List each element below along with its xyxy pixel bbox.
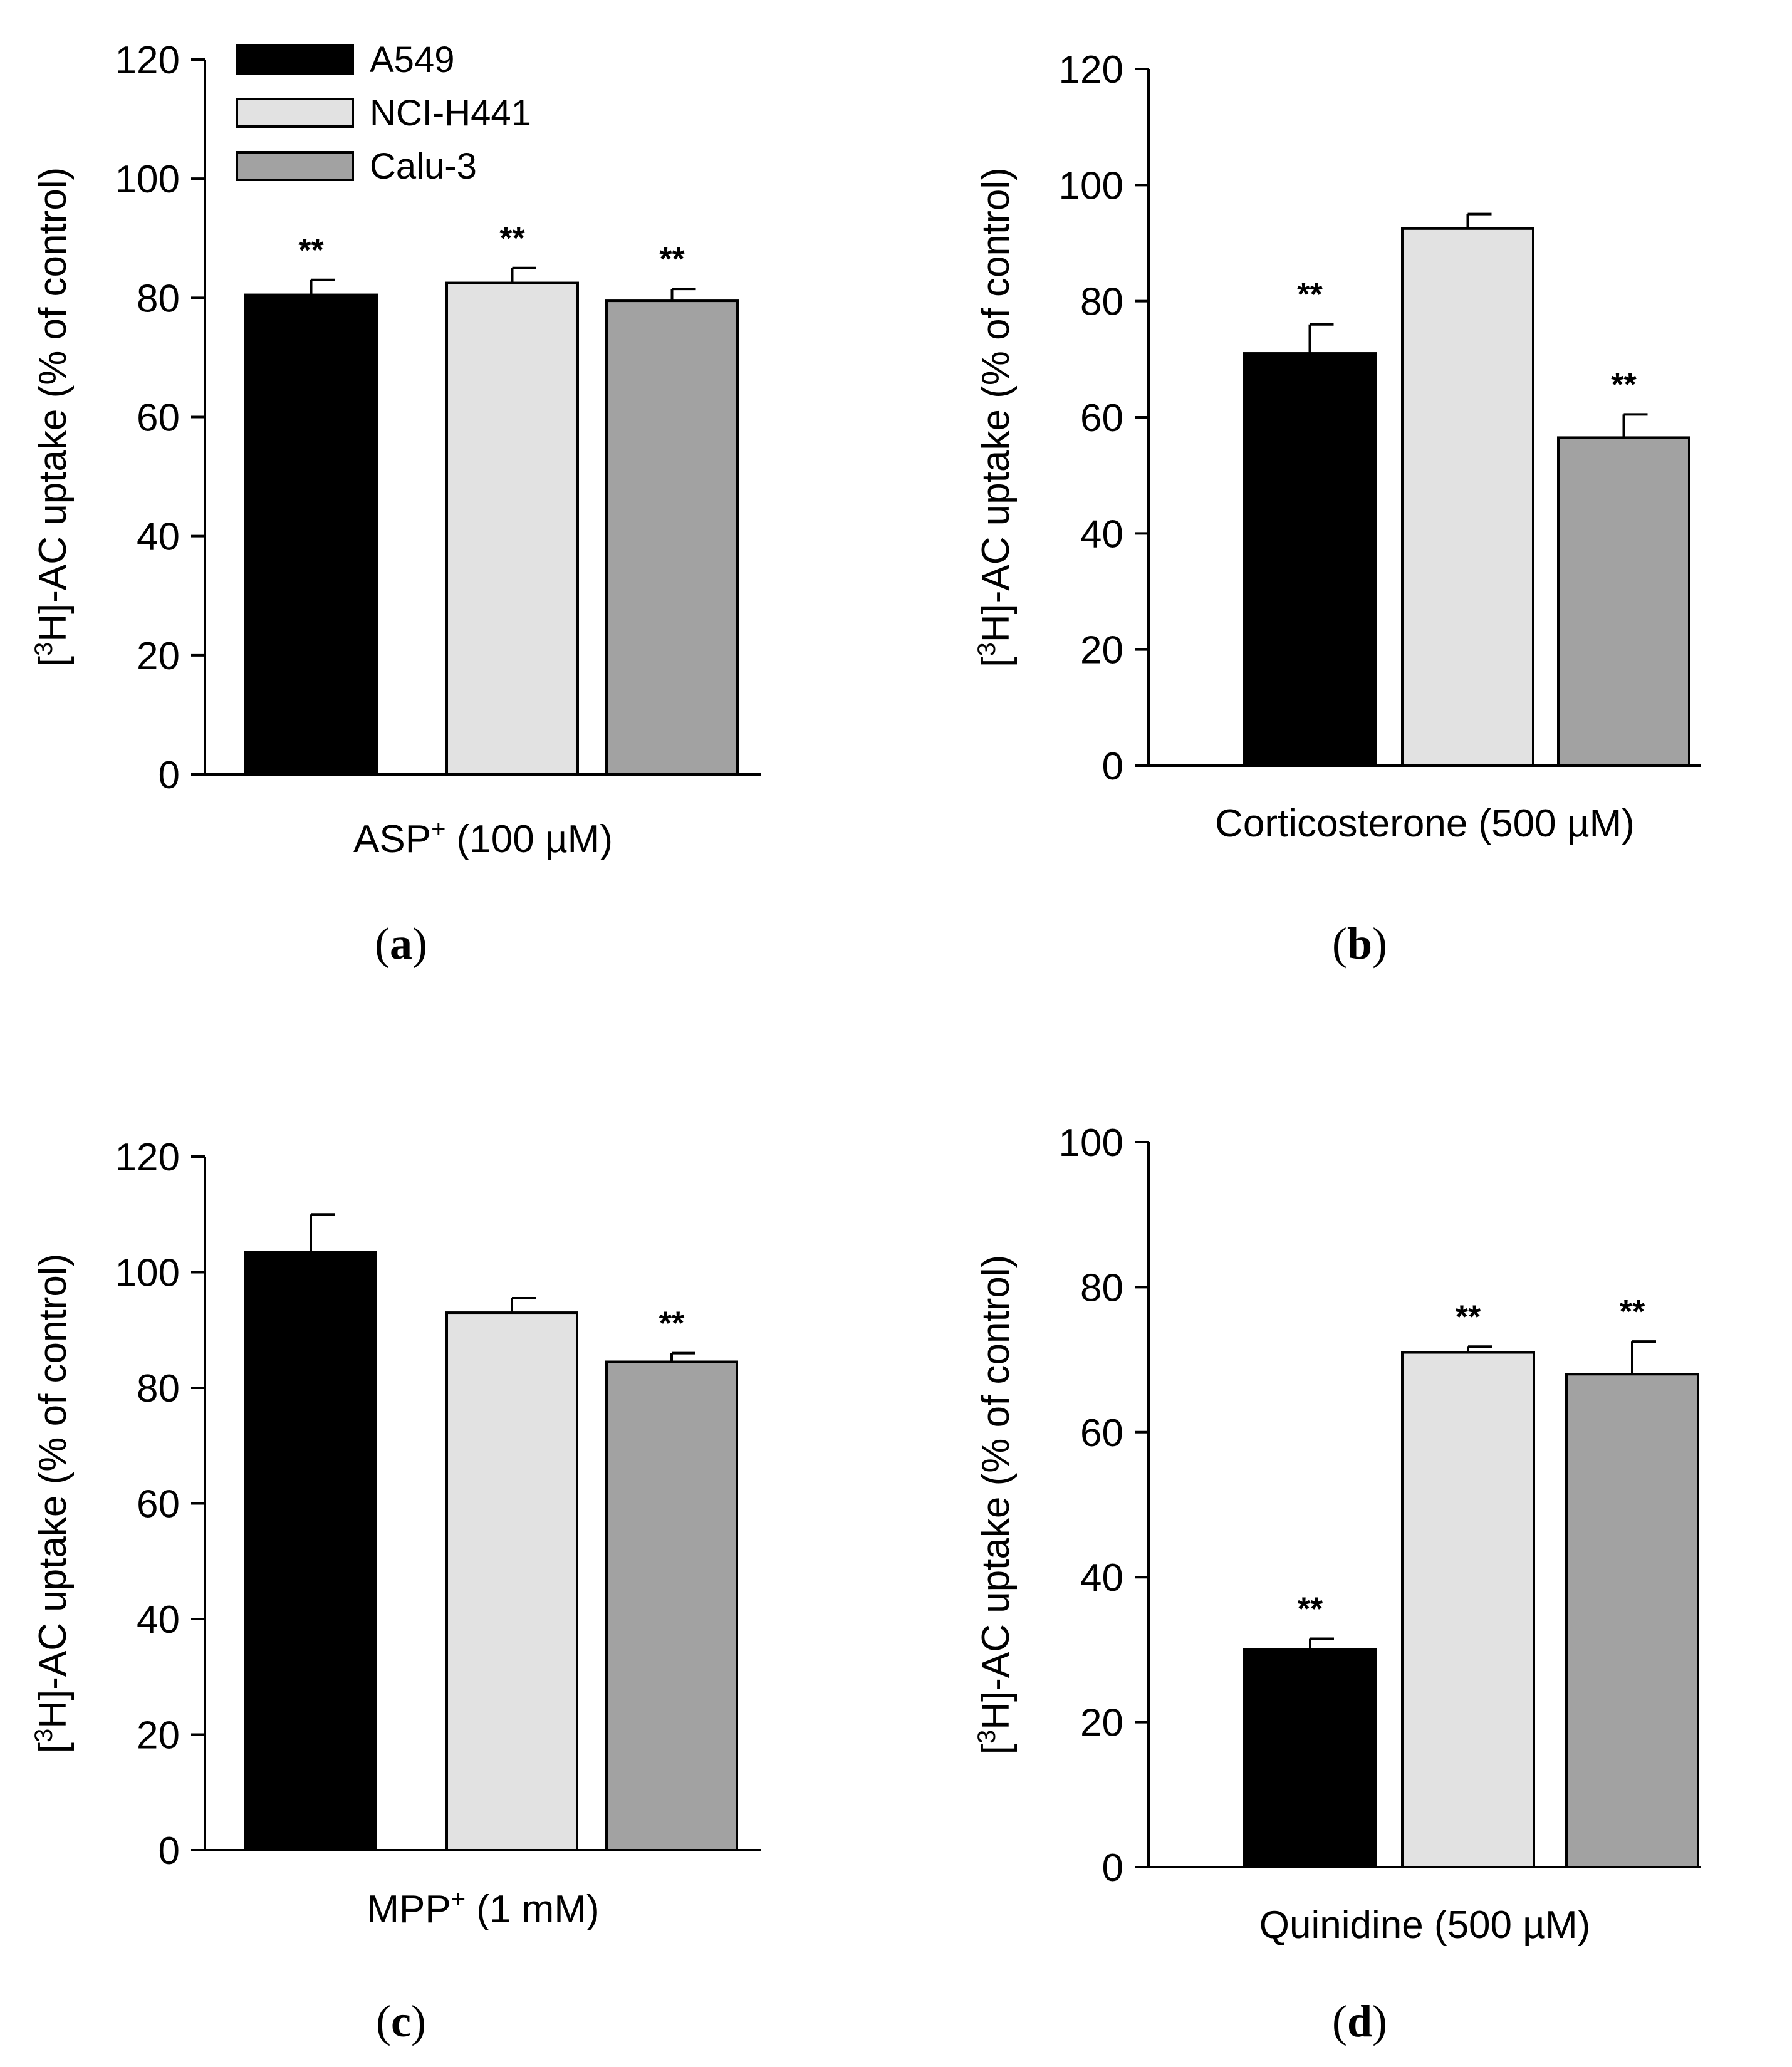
y-tick-label: 0	[159, 1830, 180, 1873]
y-tick-label: 0	[1102, 745, 1123, 788]
x-axis-label: MPP+ (1 mM)	[367, 1885, 599, 1931]
y-tick-label: 60	[1080, 1412, 1123, 1455]
y-tick-label: 80	[1080, 281, 1123, 324]
y-tick-label: 80	[137, 1367, 180, 1410]
y-tick-label: 60	[1080, 397, 1123, 440]
significance-marker: **	[499, 221, 525, 257]
y-tick-label: 120	[115, 1136, 180, 1179]
y-tick-label: 120	[1059, 48, 1123, 91]
bar-nci-h441	[445, 1311, 578, 1851]
y-axis-label: [3H]-AC uptake (% of control)	[30, 167, 75, 667]
significance-marker: **	[298, 232, 324, 269]
bar-nci-h441	[1401, 1351, 1535, 1868]
panel-label: (c)	[376, 1996, 426, 2046]
legend-swatch-nci-h441	[236, 98, 354, 128]
y-tick-label: 20	[137, 635, 180, 678]
legend-label: NCI-H441	[370, 93, 531, 133]
panel-c: 0 20 40 60 80 100 120 ** [3H]-AC uptake (% of co…	[30, 1136, 761, 2046]
x-axis-label: Corticosterone (500 µM)	[1215, 802, 1635, 845]
y-tick-label: 100	[115, 1252, 180, 1295]
y-tick-label: 120	[115, 39, 180, 82]
y-tick-label: 40	[1080, 513, 1123, 556]
y-tick-label: 20	[1080, 1702, 1123, 1745]
y-tick-label: 40	[137, 1598, 180, 1642]
y-tick-label: 100	[115, 158, 180, 201]
y-tick-label: 60	[137, 397, 180, 440]
y-axis-label: [3H]-AC uptake (% of control)	[973, 1255, 1018, 1755]
significance-marker: **	[1298, 1591, 1323, 1628]
legend-label: A549	[370, 39, 454, 80]
y-axis-label: [3H]-AC uptake (% of control)	[973, 167, 1018, 667]
bar-a549	[1243, 1648, 1377, 1868]
y-axis-label: [3H]-AC uptake (% of control)	[30, 1254, 75, 1754]
panel-a: 0 20 40 60 80 100 120 ** ** ** [3H]-AC uptake (% o…	[30, 39, 761, 969]
y-tick-label: 80	[1080, 1266, 1123, 1309]
y-tick-label: 40	[137, 516, 180, 559]
y-tick-label: 100	[1059, 164, 1123, 207]
bar-a549	[244, 293, 378, 776]
y-tick-label: 80	[137, 277, 180, 320]
legend-swatch-calu-3	[236, 151, 354, 181]
legend-swatch-a549	[236, 44, 354, 75]
bar-nci-h441	[1401, 227, 1534, 768]
significance-marker: **	[1297, 277, 1323, 313]
y-tick-label: 0	[159, 754, 180, 797]
legend-label: Calu-3	[370, 146, 477, 187]
y-tick-label: 100	[1059, 1122, 1123, 1165]
bar-calu-3	[1557, 436, 1690, 767]
bar-calu-3	[1565, 1373, 1699, 1868]
y-tick-label: 0	[1102, 1846, 1123, 1890]
bar-a549	[1243, 352, 1377, 767]
significance-marker: **	[659, 241, 685, 278]
x-axis-label: Quinidine (500 µM)	[1259, 1903, 1591, 1947]
significance-marker: **	[659, 1306, 685, 1342]
significance-marker: **	[1620, 1294, 1645, 1330]
significance-marker: **	[1611, 367, 1637, 403]
y-tick-label: 20	[137, 1714, 180, 1757]
panel-d: 0 20 40 60 80 100 ** ** ** [3H]-AC uptake (% of c…	[973, 1122, 1701, 2046]
panel-b: 0 20 40 60 80 100 120 ** ** [3H]-AC uptake (% of …	[973, 48, 1701, 969]
significance-marker: **	[1456, 1299, 1481, 1335]
legend: A549 NCI-H441 Calu-3	[236, 39, 531, 187]
panel-label: (b)	[1332, 919, 1387, 969]
y-tick-label: 60	[137, 1483, 180, 1526]
x-axis-label: ASP+ (100 µM)	[353, 815, 613, 861]
bar-calu-3	[605, 299, 739, 776]
panel-label: (d)	[1332, 1996, 1387, 2046]
panel-label: (a)	[375, 919, 427, 969]
y-tick-label: 20	[1080, 629, 1123, 672]
bar-calu-3	[605, 1360, 738, 1852]
y-tick-label: 40	[1080, 1556, 1123, 1600]
bar-nci-h441	[445, 281, 579, 776]
bar-a549	[244, 1251, 377, 1851]
